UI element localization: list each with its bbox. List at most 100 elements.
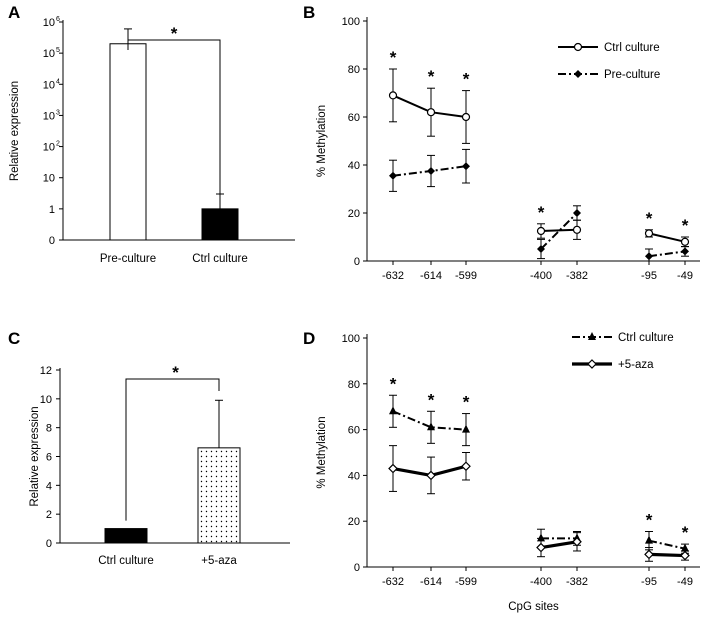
panel-a-significance-star: * [171, 24, 178, 43]
panel-b-y-label: % Methylation [316, 105, 328, 177]
panel-a-y-tick-exponent: 2 [56, 141, 60, 148]
panel-d-series-1-marker [680, 550, 690, 561]
panel-a-y-tick-label: 10 [43, 110, 55, 122]
panel-b-y-tick-label: 0 [354, 256, 360, 268]
panel-b-series-1-marker [537, 245, 545, 253]
panel-b-series-0-marker [461, 112, 471, 122]
panel-b-series-1-marker [573, 209, 581, 217]
panel-d-series-0-marker [537, 533, 545, 542]
panel-c-y-tick-label: 4 [46, 480, 52, 492]
panel-d-x-tick-label: -382 [566, 576, 588, 588]
panel-b-x-tick-label: -95 [641, 270, 657, 282]
panel-c-bar [197, 447, 241, 544]
panel-b-series-0-legend-marker [573, 42, 583, 52]
panel-c-significance-star: * [172, 363, 179, 382]
panel-c-y-tick-label: 12 [40, 365, 52, 377]
panel-d-x-tick-label: -632 [382, 576, 404, 588]
panel-d-x-tick-label: -599 [455, 576, 477, 588]
panel-d-y-tick-label: 20 [348, 516, 360, 528]
panel-a-y-tick-exponent: 5 [56, 47, 60, 54]
panel-b-series-0-marker [426, 108, 436, 117]
panel-a-category-label: Ctrl culture [192, 253, 248, 265]
panel-d-significance-star: * [646, 511, 653, 530]
panel-a-bar [201, 208, 239, 241]
panel-b-series-1-marker [427, 167, 435, 175]
panel-b-significance-star: * [428, 67, 435, 86]
panel-d-y-tick-label: 40 [348, 470, 360, 482]
panel-d-significance-star: * [682, 523, 689, 542]
panel-a-category-label: Pre-culture [100, 253, 156, 265]
panel-d-significance-star: * [463, 393, 470, 412]
panel-b-x-tick-label: -599 [455, 270, 477, 282]
panel-a-y-tick-exponent: 4 [56, 78, 60, 85]
panel-d-series-1-marker [536, 542, 546, 553]
panel-d-y-tick-label: 100 [342, 333, 360, 345]
panel-a-significance-bracket [127, 39, 221, 200]
panel-b-y-tick-label: 40 [348, 160, 360, 172]
panel-d-series-1-marker [644, 549, 654, 560]
panel-b-significance-star: * [646, 209, 653, 228]
panel-d-x-tick-label: -49 [677, 576, 693, 588]
panel-d-series-1-marker [426, 470, 436, 481]
panel-d-series-1-marker [388, 463, 398, 474]
panel-letter-a: A [8, 3, 20, 22]
panel-d-significance-star: * [390, 374, 397, 393]
panel-b-significance-star: * [463, 70, 470, 89]
panel-d-x-tick-label: -614 [420, 576, 442, 588]
panel-c-bar [104, 528, 148, 544]
panel-a-y-tick-label: 0 [49, 235, 55, 247]
panel-b-series-0-marker [536, 226, 546, 236]
panel-d-series-1-marker [572, 536, 582, 547]
panel-b-y-tick-label: 80 [348, 64, 360, 76]
panel-letter-d: D [303, 329, 315, 348]
panel-d-series-0-marker [681, 543, 689, 552]
panel-b-series-1-line [648, 250, 686, 258]
panel-d-y-label: % Methylation [316, 416, 328, 488]
panel-c-y-tick-label: 6 [46, 452, 52, 464]
panel-a-y-tick-label: 10 [43, 142, 55, 154]
panel-b-x-tick-label: -632 [382, 270, 404, 282]
panel-b-y-tick-label: 100 [342, 16, 360, 28]
panel-d-series-0-line [392, 410, 467, 431]
panel-b-series-0-marker [644, 229, 654, 238]
panel-b-series-1-marker [645, 252, 653, 261]
panel-a-y-tick-label: 10 [43, 173, 55, 185]
panel-a-y-tick-label: 10 [43, 79, 55, 91]
panel-d-y-tick-label: 80 [348, 379, 360, 391]
panel-b-series-1-marker [462, 162, 470, 171]
panel-a-y-tick-label: 10 [43, 48, 55, 60]
panel-c-chart: 0 2 4 6 8 10 12 Relative expression Ctrl culture… [29, 363, 290, 567]
panel-d-significance-star: * [428, 390, 435, 409]
panel-d-x-label: CpG sites [508, 601, 559, 613]
panel-b-chart: 0 20 40 60 80 100 % Methylation -632 -614 -599 -40… [316, 16, 700, 282]
panel-a-y-label: Relative expression [9, 81, 21, 181]
panel-letter-c: C [8, 329, 20, 348]
panel-d-series-0-line [648, 539, 686, 550]
panel-d-series-1-line [540, 540, 578, 550]
panel-b-y-tick-label: 60 [348, 112, 360, 124]
panel-b-x-tick-label: -49 [677, 270, 693, 282]
panel-c-y-tick-label: 8 [46, 423, 52, 435]
panel-d-series-0-marker [389, 406, 397, 415]
panel-d-x-tick-label: -400 [530, 576, 552, 588]
panel-d-series-0-marker [462, 424, 470, 433]
panel-a-y-tick-exponent: 3 [56, 109, 60, 116]
panel-d-series-1-legend-marker [587, 359, 597, 369]
panel-d-series-0-legend-label: Ctrl culture [618, 332, 674, 344]
panel-b-series-0-marker [572, 225, 582, 234]
panel-c-category-label: +5-aza [201, 555, 237, 567]
panel-a-y-tick-label: 10 [43, 17, 55, 29]
panel-b-series-0-marker [680, 237, 690, 246]
panel-d-y-tick-label: 60 [348, 425, 360, 437]
panel-b-x-tick-label: -614 [420, 270, 442, 282]
panel-b-series-1-marker [681, 247, 689, 256]
panel-b-significance-star: * [682, 216, 689, 235]
panel-c-y-tick-label: 0 [46, 538, 52, 550]
panel-d-series-1-marker [461, 461, 471, 472]
panel-c-significance-bracket [125, 378, 220, 521]
panel-b-series-1-marker [389, 171, 397, 180]
panel-d-series-0-legend-marker [588, 332, 596, 340]
panel-letter-b: B [303, 3, 315, 22]
